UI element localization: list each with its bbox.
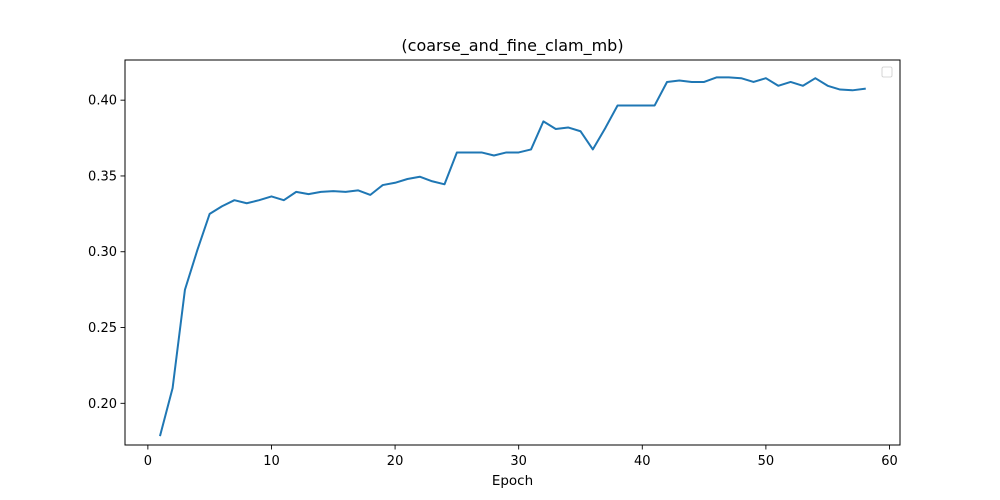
x-tick-label: 60 xyxy=(881,454,898,469)
x-tick-label: 30 xyxy=(510,454,527,469)
plot-area: 0 10 20 30 40 50 60 0.20 0.25 0.30 0.35 0.40 xyxy=(88,76,898,469)
y-tick-label: 0.40 xyxy=(88,94,117,109)
y-tick-label: 0.20 xyxy=(88,397,117,412)
legend-box xyxy=(881,66,893,78)
y-tick-label: 0.25 xyxy=(88,321,117,336)
x-tick-label: 0 xyxy=(144,454,152,469)
y-tick-label: 0.30 xyxy=(88,245,117,260)
axes-frame xyxy=(124,59,901,446)
x-tick-label: 50 xyxy=(758,454,775,469)
x-axis-label: Epoch xyxy=(492,473,533,489)
chart-title: (coarse_and_fine_clam_mb) xyxy=(401,36,623,56)
series-line xyxy=(159,76,866,437)
x-tick-label: 20 xyxy=(387,454,404,469)
y-tick-label: 0.35 xyxy=(88,169,117,184)
x-tick-label: 10 xyxy=(263,454,280,469)
legend xyxy=(881,66,893,78)
x-tick-label: 40 xyxy=(634,454,651,469)
